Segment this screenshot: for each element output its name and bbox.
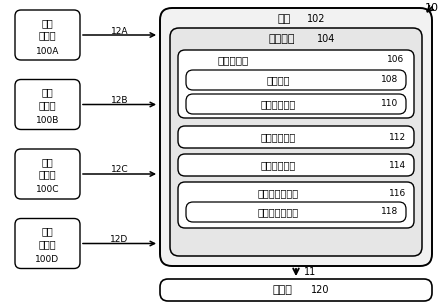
Text: 输入
参数源: 输入 参数源: [39, 18, 56, 40]
Text: 12C: 12C: [111, 165, 128, 175]
Text: 所选择的指令集: 所选择的指令集: [258, 207, 298, 217]
Text: 指令选择逻辑: 指令选择逻辑: [260, 160, 296, 170]
Text: 100D: 100D: [36, 255, 59, 264]
Text: 106: 106: [387, 55, 404, 64]
Text: 108: 108: [381, 75, 399, 84]
FancyBboxPatch shape: [178, 182, 414, 228]
FancyBboxPatch shape: [15, 10, 80, 60]
FancyBboxPatch shape: [160, 8, 432, 266]
Text: 所需输入参数: 所需输入参数: [260, 99, 296, 109]
Text: 116: 116: [389, 188, 407, 197]
Text: 114: 114: [389, 160, 407, 169]
Text: 设备: 设备: [278, 14, 291, 24]
Text: 12D: 12D: [111, 235, 129, 244]
Text: 118: 118: [381, 208, 399, 217]
FancyBboxPatch shape: [186, 202, 406, 222]
FancyBboxPatch shape: [15, 218, 80, 269]
Text: 指令模块: 指令模块: [269, 34, 295, 44]
Text: 120: 120: [311, 285, 329, 295]
Text: 110: 110: [381, 99, 399, 108]
FancyBboxPatch shape: [178, 154, 414, 176]
FancyBboxPatch shape: [186, 94, 406, 114]
Text: 10: 10: [425, 3, 439, 13]
Text: 输入
参数源: 输入 参数源: [39, 157, 56, 179]
Text: 输入
参数源: 输入 参数源: [39, 87, 56, 110]
Text: 客户端: 客户端: [272, 285, 292, 295]
Text: 可用输入参数: 可用输入参数: [260, 132, 296, 142]
Text: 输出参数生成器: 输出参数生成器: [258, 188, 298, 198]
FancyBboxPatch shape: [15, 79, 80, 129]
FancyBboxPatch shape: [178, 126, 414, 148]
Text: 指令逻辑: 指令逻辑: [266, 75, 290, 85]
Text: 12A: 12A: [111, 26, 128, 35]
Text: 112: 112: [389, 132, 407, 141]
FancyBboxPatch shape: [178, 50, 414, 118]
Text: 100A: 100A: [36, 47, 59, 55]
Text: 12B: 12B: [111, 96, 128, 105]
Text: 100C: 100C: [36, 185, 59, 194]
FancyBboxPatch shape: [160, 279, 432, 301]
Text: 100B: 100B: [36, 116, 59, 125]
Text: 11: 11: [304, 267, 316, 277]
Text: 102: 102: [307, 14, 325, 24]
FancyBboxPatch shape: [186, 70, 406, 90]
Text: 候选指令集: 候选指令集: [218, 55, 249, 65]
FancyBboxPatch shape: [170, 28, 422, 256]
Text: 104: 104: [317, 34, 335, 44]
FancyBboxPatch shape: [15, 149, 80, 199]
Text: 输入
参数源: 输入 参数源: [39, 226, 56, 249]
